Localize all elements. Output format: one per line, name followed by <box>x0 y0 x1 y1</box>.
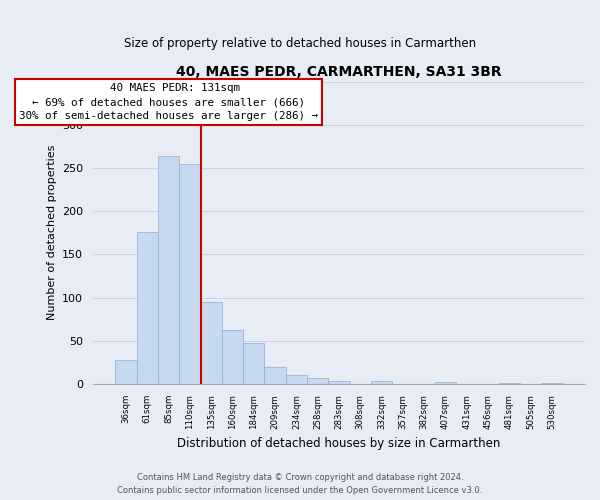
Bar <box>200 302 222 384</box>
Bar <box>137 232 158 384</box>
Bar <box>115 360 137 384</box>
Bar <box>265 367 286 384</box>
Bar <box>541 383 563 384</box>
X-axis label: Distribution of detached houses by size in Carmarthen: Distribution of detached houses by size … <box>178 437 501 450</box>
Bar <box>222 330 243 384</box>
Bar <box>158 156 179 384</box>
Title: 40, MAES PEDR, CARMARTHEN, SA31 3BR: 40, MAES PEDR, CARMARTHEN, SA31 3BR <box>176 65 502 79</box>
Bar <box>499 383 520 384</box>
Bar <box>179 164 200 384</box>
Bar <box>328 380 350 384</box>
Bar <box>243 342 265 384</box>
Text: Contains HM Land Registry data © Crown copyright and database right 2024.
Contai: Contains HM Land Registry data © Crown c… <box>118 474 482 495</box>
Text: 40 MAES PEDR: 131sqm
← 69% of detached houses are smaller (666)
30% of semi-deta: 40 MAES PEDR: 131sqm ← 69% of detached h… <box>19 84 318 122</box>
Text: Size of property relative to detached houses in Carmarthen: Size of property relative to detached ho… <box>124 38 476 51</box>
Bar <box>286 374 307 384</box>
Bar <box>371 380 392 384</box>
Bar <box>435 382 456 384</box>
Bar <box>307 378 328 384</box>
Y-axis label: Number of detached properties: Number of detached properties <box>47 145 56 320</box>
